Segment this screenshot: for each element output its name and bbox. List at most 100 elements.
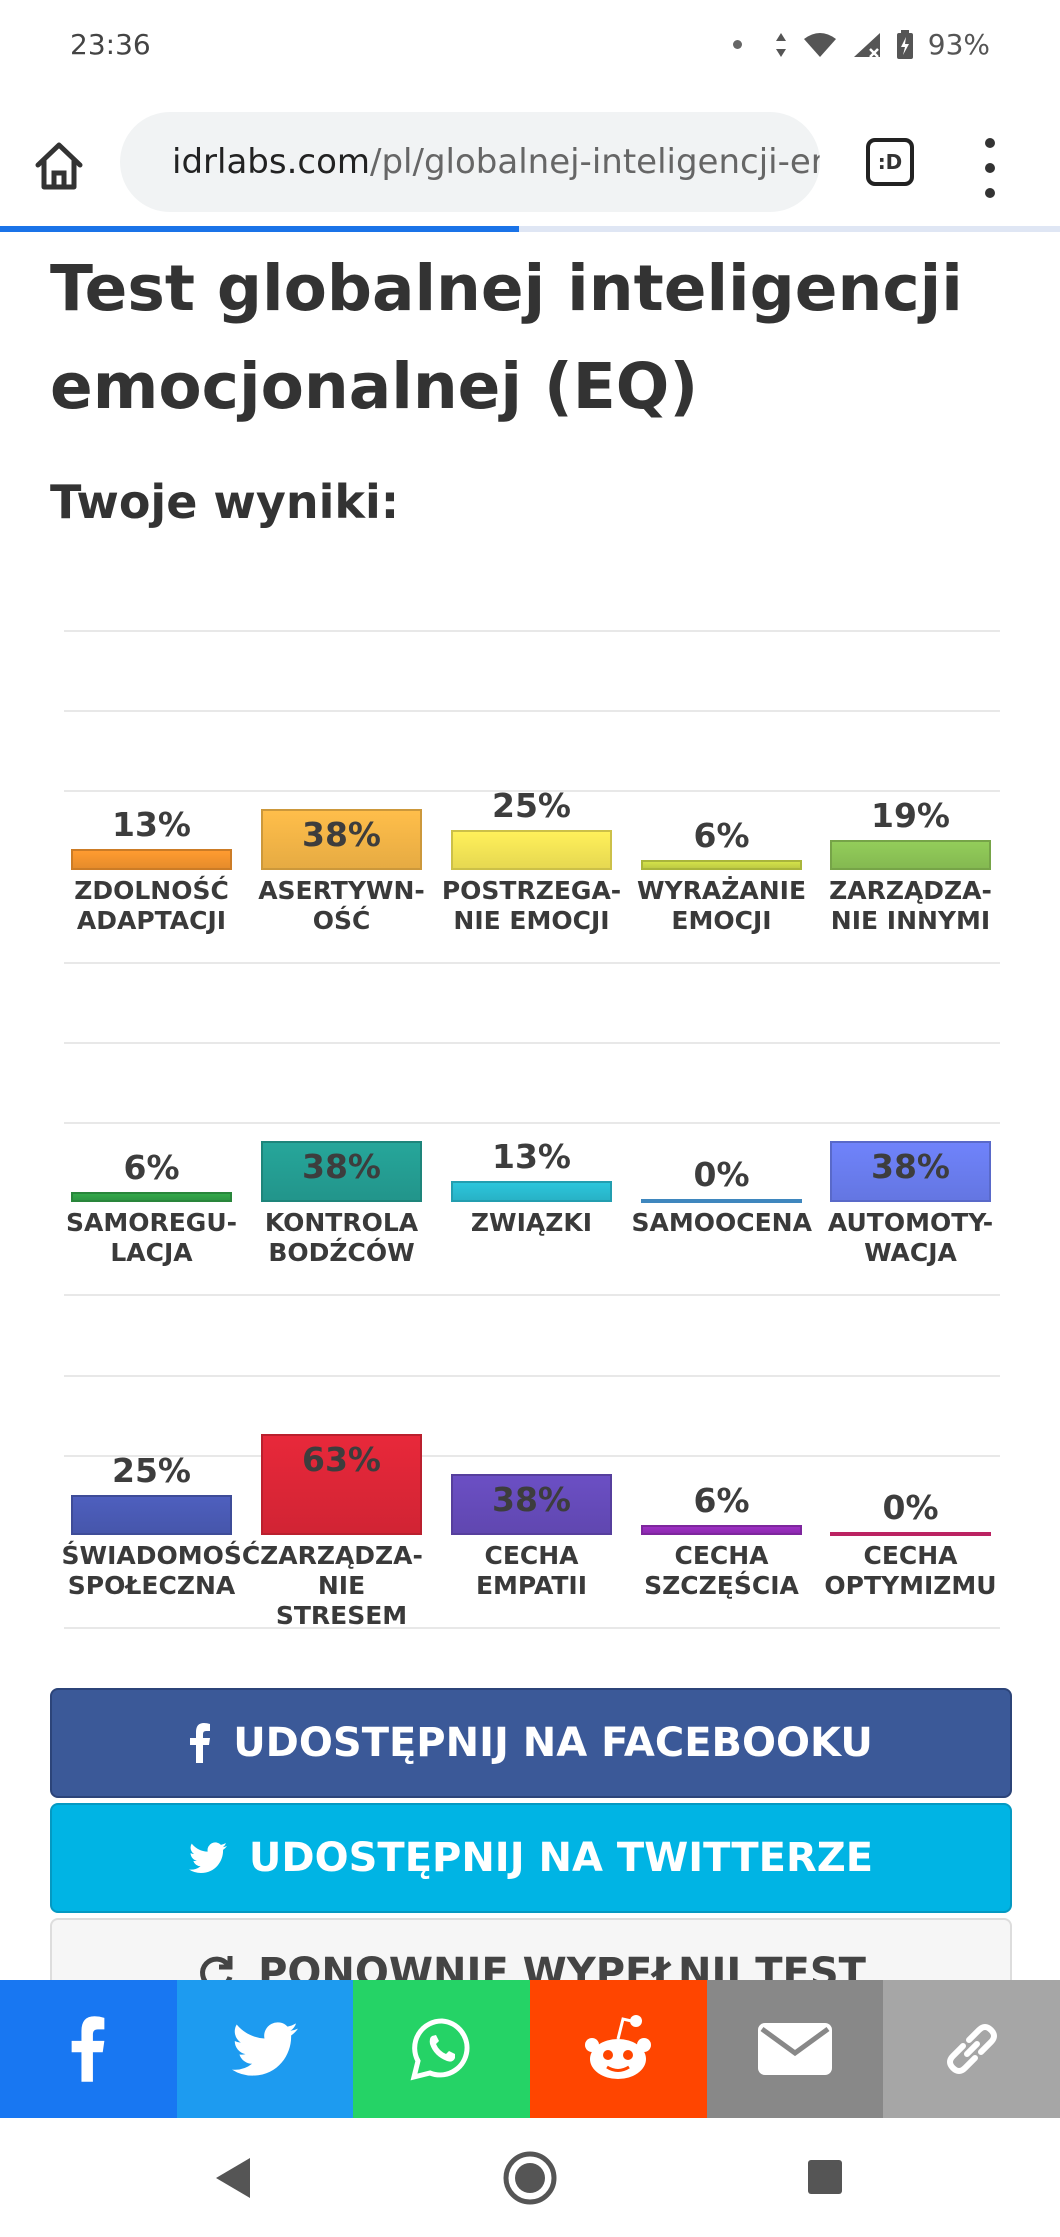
- recents-icon[interactable]: [806, 2158, 844, 2196]
- chart-category-label: ZARZĄDZA- NIE STRESEM: [252, 1541, 432, 1631]
- share-bar-facebook[interactable]: [0, 1980, 177, 2118]
- chart-data-label: 6%: [693, 816, 750, 856]
- chart-bar: [451, 1474, 612, 1535]
- chart-data-label: 6%: [693, 1481, 750, 1521]
- share-bar-reddit[interactable]: [530, 1980, 707, 2118]
- chart-category-line: AUTOMOTY-: [827, 1208, 994, 1237]
- chart-category-label: ZARZĄDZA- NIE INNYMI: [821, 876, 1001, 936]
- chart-bar: [830, 839, 991, 870]
- chart-bar: [451, 1181, 612, 1202]
- chart-category-line: ZDOLNOŚĆ: [74, 876, 229, 905]
- chart-data-label: 38%: [871, 1147, 950, 1187]
- chart-category-line: SAMOOCENA: [631, 1208, 812, 1237]
- chart-gridline: [64, 1627, 1000, 1629]
- chart-category-line: EMPATII: [475, 1571, 588, 1600]
- chart-bar: [71, 1495, 232, 1535]
- chart-gridline: [64, 1375, 1000, 1377]
- chart-data-label: 0%: [693, 1155, 750, 1194]
- system-nav-bar: [0, 2118, 1060, 2237]
- chart-data-label: 13%: [112, 805, 191, 845]
- chart-data-label: 25%: [112, 1451, 191, 1490]
- chart-category-line: ASERTYWN-: [258, 876, 425, 905]
- chart-category-line: ZWIĄZKI: [470, 1208, 593, 1237]
- chart-data-label: 25%: [492, 786, 571, 825]
- reddit-icon: [585, 2015, 652, 2079]
- chart-category-line: WYRAŻANIE: [636, 876, 807, 905]
- page-title: Test globalnej inteligencji emocjonalnej…: [50, 252, 963, 423]
- twitter-share-button[interactable]: UDOSTĘPNIJ NA TWITTERZE: [50, 1803, 1012, 1913]
- chart-gridline: [64, 1455, 1000, 1457]
- chart-category-line: ZARZĄDZA-: [260, 1541, 423, 1570]
- chart-category-label: AUTOMOTY- WACJA: [821, 1208, 1001, 1268]
- tab-switcher-button[interactable]: :D: [866, 138, 914, 186]
- wifi-icon: [803, 32, 836, 57]
- facebook-share-button[interactable]: UDOSTĘPNIJ NA FACEBOOKU: [50, 1688, 1012, 1798]
- chart-category-label: KONTROLA BODŹCÓW: [252, 1208, 432, 1268]
- url-text: idrlabs.com/pl/globalnej-inteligencji-er: [172, 142, 820, 182]
- chart-category-label: ASERTYWN- OŚĆ: [252, 876, 432, 936]
- chart-bar: [830, 1141, 991, 1202]
- twitter-share-label: UDOSTĘPNIJ NA TWITTERZE: [248, 1835, 874, 1881]
- chart-category-label: ZDOLNOŚĆ ADAPTACJI: [62, 876, 242, 936]
- share-bar-email[interactable]: [706, 1980, 884, 2118]
- chart-category-line: KONTROLA: [264, 1208, 419, 1237]
- back-icon[interactable]: [212, 2156, 252, 2200]
- signal-icon: [853, 32, 880, 58]
- facebook-icon: [71, 2016, 105, 2082]
- chart-category-line: NIE INNYMI: [830, 906, 991, 935]
- chart-category-line: NIE STRESEM: [275, 1571, 408, 1630]
- chart-data-label: 6%: [123, 1148, 180, 1188]
- page-load-progress-fill: [0, 226, 520, 232]
- share-bar-link[interactable]: [883, 1980, 1060, 2118]
- chart-gridline: [64, 1294, 1000, 1296]
- home-icon[interactable]: [502, 2150, 558, 2206]
- chart-category-line: WACJA: [864, 1238, 957, 1267]
- chart-data-label: 38%: [302, 1147, 381, 1187]
- social-share-bar: [0, 1980, 1060, 2118]
- share-bar-whatsapp[interactable]: [353, 1980, 531, 2118]
- menu-dot: [985, 163, 995, 173]
- url-domain: idrlabs.com: [172, 142, 371, 182]
- notification-dot-icon: [732, 40, 742, 49]
- share-bar-twitter[interactable]: [176, 1980, 354, 2118]
- email-icon: [758, 2023, 833, 2075]
- chart-gridline: [64, 962, 1000, 964]
- twitter-icon: [232, 2021, 298, 2076]
- chart-gridline: [64, 1042, 1000, 1044]
- chart-category-label: POSTRZEGA- NIE EMOCJI: [442, 876, 622, 936]
- chart-category-label: CECHA OPTYMIZMU: [821, 1541, 1001, 1601]
- chart-category-line: SZCZĘŚCIA: [644, 1571, 799, 1600]
- chart-bar: [641, 860, 802, 870]
- chart-category-line: OŚĆ: [312, 906, 371, 935]
- chart-bar: [261, 809, 422, 870]
- address-bar[interactable]: idrlabs.com/pl/globalnej-inteligencji-er: [120, 112, 820, 212]
- browser-home-button[interactable]: [28, 135, 90, 197]
- chart-category-label: ŚWIADOMOŚĆ SPOŁECZNA: [61, 1541, 261, 1601]
- status-icons: 93%: [732, 28, 990, 61]
- results-heading: Twoje wyniki:: [50, 475, 400, 529]
- home-icon: [35, 142, 83, 190]
- page-load-progress-track: [0, 226, 1060, 232]
- chart-data-label: 38%: [492, 1480, 571, 1520]
- chart-bar: [830, 1532, 991, 1536]
- chart-category-line: ŚWIADOMOŚĆ: [61, 1541, 261, 1570]
- whatsapp-icon: [410, 2018, 470, 2081]
- battery-percent: 93%: [927, 28, 990, 61]
- chart-data-label: 13%: [492, 1137, 571, 1177]
- chart-category-label: SAMOREGU- LACJA: [62, 1208, 242, 1268]
- chart-bar: [451, 830, 612, 870]
- chart-category-label: WYRAŻANIE EMOCJI: [632, 876, 812, 936]
- chart-category-line: NIE EMOCJI: [453, 906, 610, 935]
- chart-bar: [641, 1199, 802, 1203]
- url-path: /pl/globalnej-inteligencji-er: [370, 142, 820, 182]
- chart-category-line: CECHA: [863, 1541, 958, 1570]
- chart-category-line: OPTYMIZMU: [824, 1571, 997, 1600]
- chart-bar: [641, 1525, 802, 1535]
- menu-dot: [985, 188, 995, 198]
- browser-menu-button[interactable]: [978, 138, 1002, 198]
- chart-data-label: 63%: [302, 1440, 381, 1480]
- chart-data-label: 0%: [882, 1488, 939, 1527]
- chart-category-line: POSTRZEGA-: [441, 876, 622, 905]
- chart-category-line: ZARZĄDZA-: [829, 876, 992, 905]
- facebook-share-label: UDOSTĘPNIJ NA FACEBOOKU: [233, 1720, 873, 1766]
